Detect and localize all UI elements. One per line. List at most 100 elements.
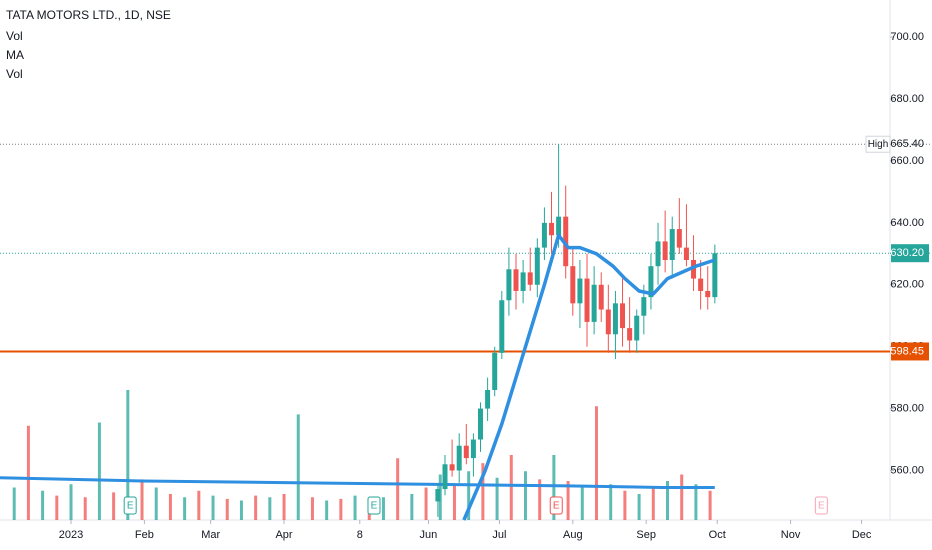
y-tick-label: 620.00 — [890, 279, 924, 291]
volume-bar — [424, 487, 428, 520]
candle-body — [655, 241, 661, 267]
chart-title: TATA MOTORS LTD., 1D, NSE — [6, 8, 171, 22]
volume-bar — [680, 474, 684, 520]
y-tick-label: 680.00 — [890, 93, 924, 105]
volume-bar — [666, 481, 669, 520]
candle-body — [541, 222, 547, 248]
candle-body — [584, 278, 590, 322]
candle-body — [570, 266, 576, 304]
x-tick-label: Mar — [201, 529, 220, 541]
volume-bar — [83, 497, 87, 520]
candle-body — [669, 229, 675, 260]
volume-bar — [225, 498, 229, 520]
legend-item: Vol — [6, 29, 23, 43]
volume-bar — [69, 484, 73, 520]
candle-body — [506, 269, 512, 301]
volume-bar — [126, 390, 130, 520]
price-label-box — [891, 244, 929, 263]
x-tick-label: Sep — [636, 529, 656, 541]
volume-bar — [183, 497, 187, 520]
volume-bar — [538, 479, 542, 520]
volume-bar — [296, 414, 300, 520]
x-tick-label: Jul — [492, 529, 506, 541]
volume-bar — [410, 494, 414, 520]
event-marker — [549, 496, 563, 515]
volume-bar — [452, 484, 456, 520]
price-label: 665.40 — [890, 138, 924, 150]
x-tick-label: Apr — [275, 529, 292, 541]
volume-bar — [112, 492, 116, 520]
candle-body — [527, 272, 533, 285]
volume-bar — [694, 484, 698, 520]
volume-bar — [509, 455, 513, 520]
x-tick-label: Oct — [709, 529, 726, 541]
y-tick-label: 580.00 — [890, 402, 924, 414]
candle-body — [556, 216, 562, 236]
candle-body — [634, 315, 640, 341]
candle-body — [627, 328, 633, 341]
price-label-box — [891, 342, 929, 361]
volume-bar — [580, 487, 584, 520]
candle-body — [549, 222, 555, 236]
volume-bar — [708, 490, 712, 520]
volume-bar — [97, 422, 101, 520]
candle-body — [612, 303, 618, 335]
volume-bar — [168, 494, 172, 520]
event-label: E — [553, 501, 560, 512]
volume-bar — [197, 490, 201, 520]
candle-body — [534, 247, 540, 285]
volume-bar — [154, 487, 158, 520]
event-marker — [814, 496, 828, 515]
candle-body — [492, 352, 498, 390]
volume-bar — [523, 471, 527, 520]
volume-bar — [566, 481, 570, 520]
event-label: E — [371, 501, 378, 512]
volume-bar — [239, 500, 243, 520]
volume-bar — [481, 463, 485, 520]
candle-body — [683, 247, 689, 260]
candle-body — [435, 489, 441, 502]
volume-bar — [396, 458, 400, 520]
x-tick-label: Nov — [781, 529, 801, 541]
candle-body — [648, 266, 654, 298]
volume-bar — [609, 484, 613, 520]
x-tick-label: Jun — [420, 529, 438, 541]
candle-body — [478, 408, 484, 440]
y-tick-label: 660.00 — [890, 155, 924, 167]
candle-body — [691, 260, 697, 279]
event-marker — [367, 496, 381, 515]
candle-body — [520, 272, 526, 291]
candle-body — [577, 278, 583, 304]
volume-bar — [140, 479, 144, 520]
candle-body — [463, 445, 469, 459]
volume-bar — [495, 477, 499, 520]
candle-body — [442, 464, 448, 490]
volume-bar — [651, 487, 655, 520]
volume-bar — [254, 495, 258, 520]
candle-body — [591, 284, 597, 322]
volume-bar — [623, 490, 627, 520]
volume-bar — [41, 490, 45, 520]
candle-body — [641, 297, 647, 316]
volume-bar — [637, 494, 641, 520]
volume-bar — [594, 406, 598, 520]
tag-label: High — [868, 139, 889, 150]
candle-body — [449, 464, 455, 471]
candle-body — [485, 390, 491, 409]
price-label: 598.45 — [890, 345, 924, 357]
volume-bar — [55, 495, 59, 520]
candle-body — [513, 269, 519, 291]
event-marker — [123, 496, 137, 515]
volume-bar — [552, 455, 556, 520]
candle-body — [705, 290, 711, 298]
volume-bar — [268, 497, 272, 520]
y-tick-label: 700.00 — [890, 31, 924, 43]
ma-line — [462, 233, 716, 521]
candle-body — [499, 300, 505, 353]
volume-bar — [325, 500, 329, 520]
volume-bar — [26, 425, 30, 520]
y-tick-label: 640.00 — [890, 217, 924, 229]
candle-body — [598, 284, 604, 310]
